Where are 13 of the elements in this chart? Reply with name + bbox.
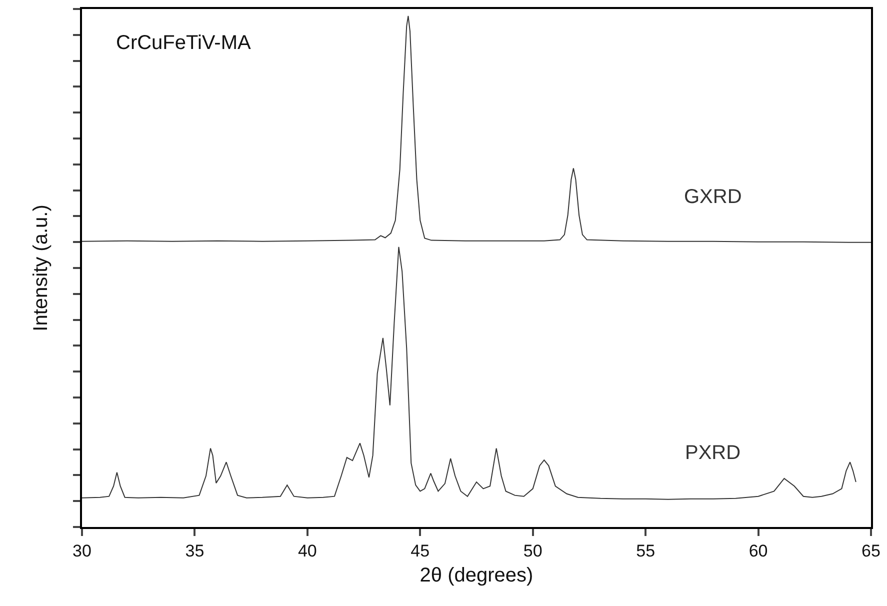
series-label: GXRD [684, 186, 742, 208]
x-tick-label: 30 [72, 541, 92, 560]
x-axis-title: 2θ (degrees) [420, 564, 534, 586]
x-tick-label: 65 [862, 541, 880, 560]
series-label: PXRD [685, 442, 741, 464]
annotation: CrCuFeTiV-MA [116, 32, 252, 54]
x-tick-label: 45 [410, 541, 430, 560]
x-tick-label: 55 [636, 541, 656, 560]
x-tick-label: 40 [298, 541, 317, 560]
x-tick-label: 60 [748, 541, 768, 560]
y-axis-title: Intensity (a.u.) [30, 204, 52, 332]
x-tick-label: 35 [185, 541, 204, 560]
x-tick-label: 50 [523, 541, 542, 560]
